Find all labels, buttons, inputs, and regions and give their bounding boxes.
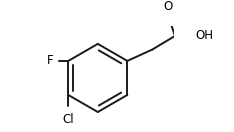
Text: Cl: Cl bbox=[62, 113, 74, 126]
Text: OH: OH bbox=[195, 29, 213, 42]
Text: F: F bbox=[47, 54, 54, 67]
Text: O: O bbox=[164, 0, 173, 13]
